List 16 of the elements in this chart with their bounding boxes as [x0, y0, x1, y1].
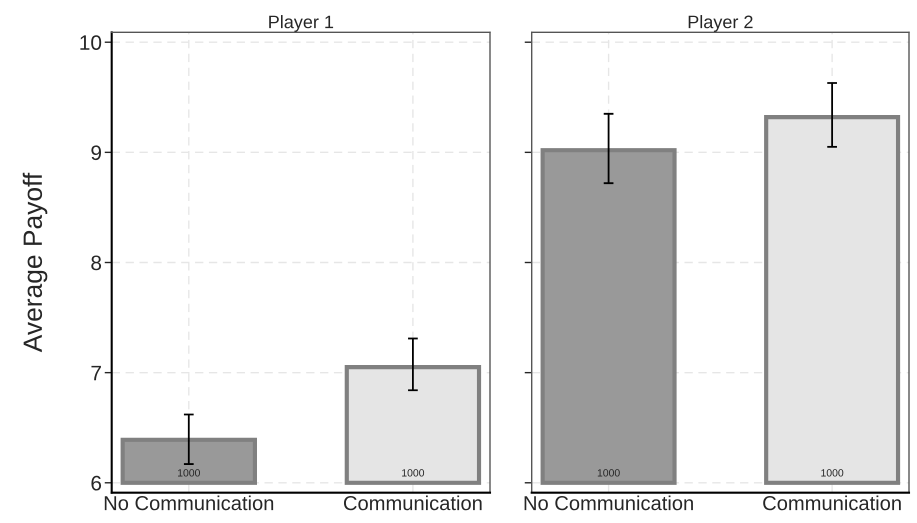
x-tick-label: No Communication — [104, 495, 274, 510]
annotation: 1000 — [598, 469, 620, 477]
y-tick-label: 8 — [91, 256, 102, 270]
y-tick-label: 7 — [91, 366, 101, 380]
y-axis-title: Average Payoff — [22, 172, 48, 352]
chart-title: Player 2 — [688, 15, 753, 32]
y-tick-label: 10 — [80, 35, 102, 50]
annotation: 1000 — [402, 469, 424, 477]
chart-title: Player 1 — [269, 15, 334, 32]
annotation: 1000 — [178, 469, 200, 477]
y-tick-label: 9 — [91, 145, 101, 160]
annotation: 1000 — [821, 469, 844, 477]
x-tick-label: Communication — [763, 495, 901, 510]
y-tick-label: 6 — [91, 476, 102, 491]
x-tick-label: Communication — [344, 495, 482, 510]
x-tick-label: No Communication — [524, 495, 693, 510]
